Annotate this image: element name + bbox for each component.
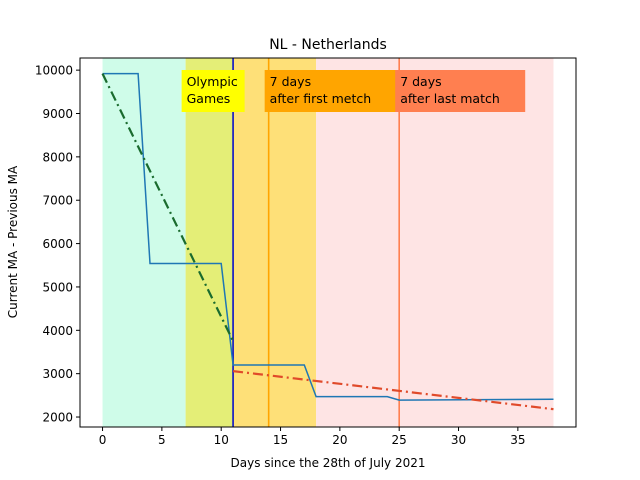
x-tick-label: 35 xyxy=(510,433,525,447)
y-tick-label: 3000 xyxy=(42,367,73,381)
annotation-0: Olympic Games xyxy=(181,70,245,112)
x-tick-label: 20 xyxy=(332,433,347,447)
x-tick-label: 0 xyxy=(99,433,107,447)
y-tick-label: 10000 xyxy=(35,64,73,78)
annotation-text-0-0: Olympic xyxy=(187,74,238,89)
region-band-2 xyxy=(233,58,317,427)
series-line-1 xyxy=(101,73,235,342)
y-axis: 2000 3000 4000 5000 6000 7000 8000 9000 10000 xyxy=(35,64,80,425)
series-line-2 xyxy=(232,370,554,411)
annotation-box-1 xyxy=(264,70,403,112)
annotation-2: 7 days after last match xyxy=(395,70,526,112)
series-line-0 xyxy=(102,72,554,401)
background-regions xyxy=(102,58,554,427)
x-axis: 0 5 10 15 20 25 30 35 xyxy=(99,427,525,447)
x-tick-label: 30 xyxy=(451,433,466,447)
x-tick-label: 15 xyxy=(273,433,288,447)
y-tick-label: 7000 xyxy=(42,194,73,208)
y-tick-label: 8000 xyxy=(42,150,73,164)
annotation-text-2-0: 7 days xyxy=(400,74,441,89)
y-tick-label: 5000 xyxy=(42,280,73,294)
annotation-text-2-1: after last match xyxy=(400,91,500,106)
region-band-3 xyxy=(316,58,554,427)
y-tick-label: 9000 xyxy=(42,107,73,121)
region-band-0 xyxy=(102,58,186,427)
region-band-1 xyxy=(185,58,234,427)
annotation-box-2 xyxy=(395,70,526,112)
annotation-text-1-1: after first metch xyxy=(270,91,372,106)
annotation-text-0-1: Games xyxy=(187,91,231,106)
x-tick-label: 25 xyxy=(392,433,407,447)
data-series xyxy=(101,72,554,411)
y-axis-label: Current MA - Previous MA xyxy=(6,165,20,318)
x-tick-label: 5 xyxy=(158,433,166,447)
y-tick-label: 2000 xyxy=(42,411,73,425)
chart-title: NL - Netherlands xyxy=(269,37,387,53)
plot-frame xyxy=(79,57,577,428)
annotation-text-1-0: 7 days xyxy=(270,74,311,89)
y-tick-label: 6000 xyxy=(42,237,73,251)
x-tick-label: 10 xyxy=(214,433,229,447)
y-tick-label: 4000 xyxy=(42,324,73,338)
annotation-box-0 xyxy=(181,70,245,112)
x-axis-label: Days since the 28th of July 2021 xyxy=(231,456,426,470)
annotation-1: 7 days after first metch xyxy=(264,70,403,112)
